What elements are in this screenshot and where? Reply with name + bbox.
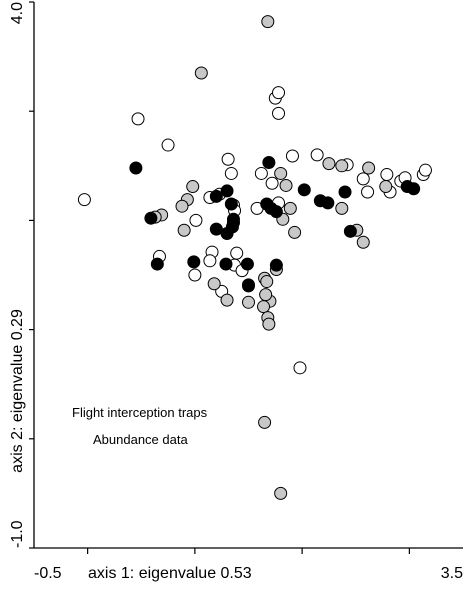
scatter-point-white [188,268,202,282]
scatter-point-gray [279,178,293,192]
scatter-point-white [418,163,432,177]
scatter-point-black [187,255,201,269]
scatter-point-white [272,106,286,120]
scatter-point-black [209,189,223,203]
scatter-point-gray [335,201,349,215]
scatter-point-gray [379,180,393,194]
scatter-point-white [272,86,286,100]
scatter-point-black [240,257,254,271]
scatter-point-black [144,211,158,225]
scatter-point-gray [257,300,271,314]
data-points [77,15,432,500]
scatter-point-black [220,184,234,198]
scatter-point-black [269,205,283,219]
scatter-point-white [230,246,244,260]
x-tick-label-left: -0.5 [34,565,62,582]
scatter-point-black [321,196,335,210]
axes [33,2,463,549]
axis-ticks [29,1,410,554]
scatter-point-gray [177,223,191,237]
scatter-point-black [262,156,276,170]
scatter-point-gray [322,157,336,171]
scatter-point-white [361,185,375,199]
scatter-point-gray [288,225,302,239]
x-axis-title: axis 1: eigenvalue 0.53 [88,565,252,582]
y-tick-label-bottom: -1.0 [9,520,26,548]
scatter-point-white [203,254,217,268]
scatter-point-gray [258,415,272,429]
scatter-point-black [242,279,255,293]
scatter-point-black [219,257,233,271]
scatter-point-gray [283,201,297,215]
scatter-point-black [129,161,143,175]
annotation-abundance-data: Abundance data [93,432,188,447]
scatter-point-gray [175,199,189,213]
annotation-flight-interception-traps: Flight interception traps [72,405,208,420]
x-tick-label-right: 3.5 [441,565,463,582]
scatter-point-white [221,152,235,166]
scatter-point-gray [261,15,275,29]
scatter-point-black [343,224,357,238]
y-axis-title: axis 2: eigenvalue 0.29 [9,309,26,473]
scatter-point-black [269,258,283,272]
scatter-point-black [209,222,223,236]
scatter-point-white [254,166,268,180]
scatter-point-white [285,149,299,163]
scatter-point-gray [220,293,234,307]
scatter-point-white [265,176,279,190]
scatter-point-white [293,361,307,375]
scatter-point-gray [259,288,273,302]
scatter-point-gray [207,277,221,291]
scatter-point-white [77,193,91,207]
scatter-point-white [189,213,203,227]
scatter-point-gray [262,317,276,331]
scatter-point-white [224,166,238,180]
scatter-point-gray [356,235,370,249]
scatter-point-white [161,138,175,152]
scatter-point-gray [274,166,288,180]
y-tick-label-top: 4.0 [9,2,26,24]
scatter-point-gray [194,66,208,80]
scatter-point-black [338,185,352,199]
scatter-point-gray [260,275,274,289]
scatter-point-white [131,112,145,126]
scatter-point-gray [335,159,349,173]
scatter-point-white [356,172,370,186]
scatter-point-gray [362,161,376,175]
scatter-point-black [220,227,234,241]
scatter-point-black [407,182,421,196]
scatter-point-black [297,183,311,197]
scatter-point-black [224,197,238,211]
scatter-point-gray [242,295,255,309]
scatter-point-white [380,168,394,182]
scatter-point-gray [274,486,288,500]
scatter-point-black [150,257,164,271]
scatter-point-white [310,148,324,162]
scatter-point-gray [186,180,200,194]
